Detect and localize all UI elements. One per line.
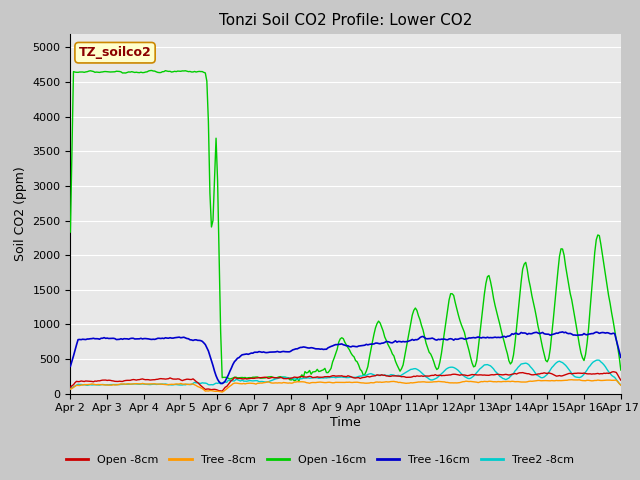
Text: TZ_soilco2: TZ_soilco2 [79,46,152,59]
Title: Tonzi Soil CO2 Profile: Lower CO2: Tonzi Soil CO2 Profile: Lower CO2 [219,13,472,28]
Legend: Open -8cm, Tree -8cm, Open -16cm, Tree -16cm, Tree2 -8cm: Open -8cm, Tree -8cm, Open -16cm, Tree -… [61,451,579,469]
Y-axis label: Soil CO2 (ppm): Soil CO2 (ppm) [14,166,27,261]
X-axis label: Time: Time [330,416,361,429]
